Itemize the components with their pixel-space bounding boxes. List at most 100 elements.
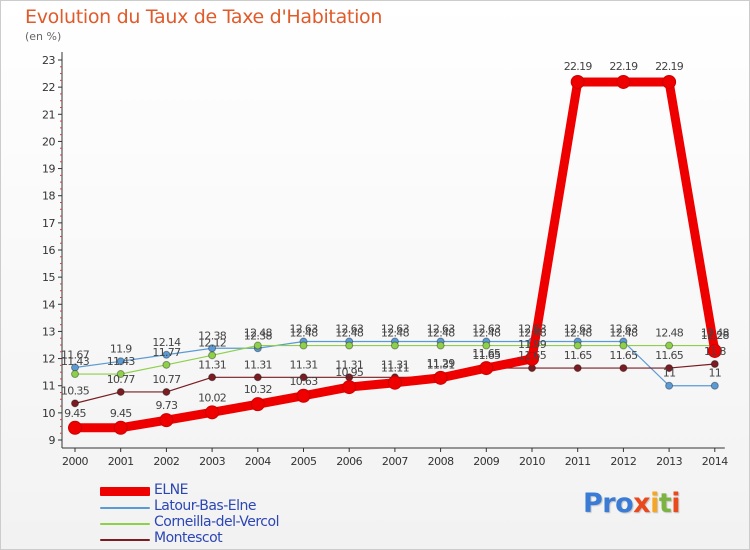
data-label-latour-bas-elne: 12.63 [609,322,638,335]
data-point-montescot [710,360,719,368]
data-label-elne: 11.11 [381,362,409,375]
data-label-montescot: 11.65 [609,349,638,362]
data-point-montescot [71,399,79,408]
data-point-latour-bas-elne [710,381,719,390]
legend-label: Montescot [154,530,223,546]
legend-label: Corneilla-del-Vercol [154,514,279,530]
x-tick-label: 2009 [473,455,499,468]
data-label-montescot: 11.31 [290,358,318,371]
data-label-montescot: 11.31 [335,358,363,371]
data-label-latour-bas-elne: 11 [708,367,721,380]
data-point-elne [479,361,494,376]
data-label-latour-bas-elne: 12.63 [518,322,547,335]
data-label-latour-bas-elne: 12.63 [381,322,410,335]
data-label-elne: 9.73 [156,399,178,412]
x-tick-label: 2012 [610,455,636,468]
x-tick-label: 2000 [62,455,88,468]
data-label-latour-bas-elne: 12.63 [290,322,319,335]
data-label-elne: 10.32 [244,383,272,396]
data-label-montescot: 11.31 [427,358,455,371]
legend-swatch-corneilla-del-vercol [100,523,150,525]
y-tick-label: 12 [42,353,55,366]
data-point-montescot [253,373,262,382]
data-point-elne [296,388,311,403]
data-point-elne [707,343,722,358]
data-point-elne [205,405,220,420]
data-point-montescot [619,364,628,373]
data-point-elne [387,375,402,390]
data-point-corneilla-del-vercol [253,341,262,350]
data-point-elne [662,74,677,89]
legend-label: Latour-Bas-Elne [154,498,256,514]
data-label-latour-bas-elne: 12.63 [564,322,593,335]
data-label-latour-bas-elne: 11.67 [61,349,90,362]
y-tick-label: 10 [42,407,55,420]
y-tick-label: 18 [42,190,55,203]
x-tick-label: 2013 [656,455,682,468]
data-label-montescot: 11.65 [472,349,501,362]
data-point-corneilla-del-vercol [619,341,628,350]
y-tick-label: 15 [42,271,55,284]
data-point-elne [250,397,265,412]
y-tick-label: 17 [42,217,55,230]
y-tick-label: 11 [42,380,55,393]
legend-label: ELNE [154,482,188,498]
data-label-corneilla-del-vercol: 12.48 [472,327,501,340]
data-label-corneilla-del-vercol: 12.48 [244,327,273,340]
data-point-corneilla-del-vercol [162,360,171,369]
data-point-corneilla-del-vercol [299,341,308,350]
data-label-elne: 10.02 [198,391,226,404]
data-label-montescot: 11.8 [704,345,726,358]
data-point-corneilla-del-vercol [482,341,491,350]
data-point-montescot [665,364,674,373]
data-label-corneilla-del-vercol: 12.48 [381,327,410,340]
y-tick-label: 21 [42,108,55,121]
y-tick-label: 20 [42,135,55,148]
data-point-elne [159,413,174,428]
data-label-montescot: 11.65 [564,349,593,362]
data-point-elne [433,370,448,385]
data-point-latour-bas-elne [162,350,171,359]
x-tick-label: 2007 [382,455,408,468]
data-label-elne: 22.19 [655,60,684,73]
chart-title: Evolution du Taux de Taxe d'Habitation [25,6,383,28]
data-point-elne [525,351,539,366]
data-label-montescot: 11.65 [518,349,547,362]
x-tick-label: 2003 [199,455,225,468]
x-tick-label: 2010 [519,455,545,468]
data-point-corneilla-del-vercol [390,341,399,350]
data-label-latour-bas-elne: 11 [663,367,676,380]
legend-swatch-montescot [100,539,150,541]
data-label-elne: 11.29 [427,357,456,370]
data-point-corneilla-del-vercol [208,351,217,360]
data-label-corneilla-del-vercol: 11.43 [107,355,136,368]
data-point-elne [342,380,357,395]
data-label-elne: 22.19 [609,60,638,73]
x-tick-label: 2002 [153,455,179,468]
data-point-corneilla-del-vercol [345,341,354,350]
data-point-latour-bas-elne [665,381,674,390]
data-point-corneilla-del-vercol [436,341,445,350]
y-tick-label: 22 [42,81,55,94]
data-label-corneilla-del-vercol: 12.48 [335,327,364,340]
data-label-elne: 22.19 [564,60,593,73]
data-label-corneilla-del-vercol: 12.48 [427,327,456,340]
data-point-elne [570,74,585,89]
data-label-elne: 11.65 [472,347,501,360]
data-label-elne: 9.45 [64,407,86,420]
data-label-montescot: 11.31 [198,358,226,371]
data-point-elne [68,420,82,435]
data-label-latour-bas-elne: 12.63 [427,322,456,335]
data-label-corneilla-del-vercol: 12.48 [655,327,684,340]
data-point-montescot [208,373,217,382]
data-label-montescot: 10.77 [107,373,136,386]
x-tick-label: 2011 [565,455,591,468]
data-point-latour-bas-elne [208,344,217,353]
legend-swatch-elne [100,487,150,496]
y-tick-label: 13 [42,325,55,338]
x-tick-label: 2006 [336,455,362,468]
chart-subtitle: (en %) [25,30,62,43]
data-label-corneilla-del-vercol: 12.48 [290,327,319,340]
x-tick-label: 2014 [702,455,728,468]
